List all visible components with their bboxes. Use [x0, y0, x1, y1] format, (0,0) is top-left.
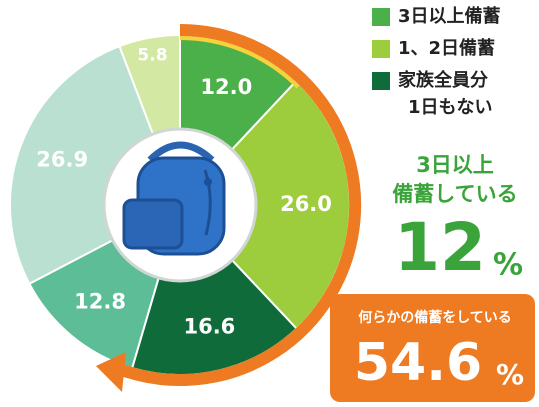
annotation-text: 3日以上	[416, 153, 494, 177]
chart: 12.0 26.0 16.6 12.8 26.9 5.8 3日以上備蓄 1、2日備蓄家族全員…	[0, 0, 539, 407]
data-label: 26.0	[280, 192, 332, 216]
data-label: 12.8	[74, 289, 126, 313]
annotation-value: 54.6	[354, 333, 482, 393]
legend-swatch	[372, 72, 390, 90]
annotation-text: 備蓄している	[392, 182, 517, 206]
annotation-value: 12	[394, 209, 486, 286]
annotation-text: 何らかの備蓄をしている	[358, 309, 512, 326]
data-label: 5.8	[137, 46, 167, 66]
data-label: 12.0	[200, 75, 252, 99]
data-label: 26.9	[36, 147, 88, 171]
legend-swatch	[372, 40, 390, 58]
legend-label: 家族全員分	[398, 69, 488, 91]
data-label: 16.6	[183, 315, 235, 339]
legend-label: 3日以上備蓄	[398, 5, 501, 27]
annotation-unit: %	[493, 248, 523, 283]
legend-label: 1日もない	[408, 97, 493, 118]
annotation-unit: %	[496, 358, 524, 391]
legend-label: 1、2日備蓄	[398, 37, 495, 59]
legend-swatch	[372, 8, 390, 26]
